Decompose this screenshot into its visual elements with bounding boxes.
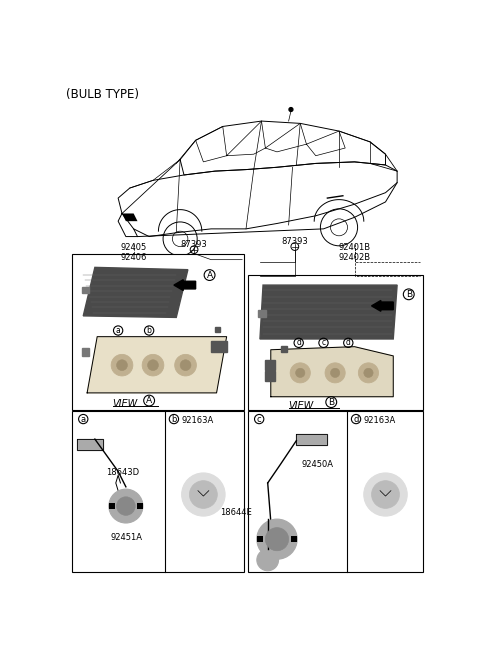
Polygon shape xyxy=(281,346,287,352)
Text: 18643D: 18643D xyxy=(107,468,140,476)
Polygon shape xyxy=(265,371,276,381)
Circle shape xyxy=(372,481,399,508)
Circle shape xyxy=(257,549,278,571)
Text: b: b xyxy=(171,415,177,424)
Text: B: B xyxy=(328,398,334,407)
Circle shape xyxy=(290,363,311,383)
Polygon shape xyxy=(291,536,297,543)
Polygon shape xyxy=(265,359,276,370)
Text: A: A xyxy=(146,396,152,405)
Text: 92163A: 92163A xyxy=(364,416,396,425)
Bar xyxy=(248,411,423,571)
Circle shape xyxy=(364,473,407,516)
Polygon shape xyxy=(77,439,103,450)
Polygon shape xyxy=(211,340,227,352)
Bar xyxy=(248,275,423,410)
Text: 92401B
92402B: 92401B 92402B xyxy=(338,243,371,262)
Text: c: c xyxy=(257,415,262,424)
Text: VIEW: VIEW xyxy=(288,401,314,411)
Bar xyxy=(72,411,244,571)
FancyArrow shape xyxy=(174,279,196,291)
Circle shape xyxy=(111,354,133,376)
Text: a: a xyxy=(81,415,86,424)
Polygon shape xyxy=(296,434,327,445)
Polygon shape xyxy=(215,327,220,332)
Text: a: a xyxy=(116,326,120,335)
Circle shape xyxy=(325,363,345,383)
Polygon shape xyxy=(82,287,89,293)
Circle shape xyxy=(142,354,164,376)
Text: A: A xyxy=(206,270,213,279)
Text: d: d xyxy=(296,338,301,347)
Circle shape xyxy=(109,489,143,523)
Text: 92163A: 92163A xyxy=(181,416,214,425)
Circle shape xyxy=(265,527,288,551)
Polygon shape xyxy=(260,285,397,339)
Text: VIEW: VIEW xyxy=(113,399,138,409)
Text: b: b xyxy=(147,326,152,335)
Text: 18644E: 18644E xyxy=(220,508,252,518)
Circle shape xyxy=(117,497,135,516)
Polygon shape xyxy=(82,348,89,356)
Circle shape xyxy=(180,359,191,371)
Text: 92450A: 92450A xyxy=(302,460,334,469)
Text: d: d xyxy=(346,338,351,347)
Text: 92405
92406: 92405 92406 xyxy=(120,243,147,262)
Text: 87393: 87393 xyxy=(281,237,308,245)
Circle shape xyxy=(296,368,305,377)
Text: 87393: 87393 xyxy=(180,240,207,249)
Polygon shape xyxy=(109,503,115,509)
Text: c: c xyxy=(322,338,325,347)
Polygon shape xyxy=(257,536,263,543)
Bar xyxy=(72,255,244,410)
Circle shape xyxy=(257,519,297,559)
Polygon shape xyxy=(83,268,188,318)
Text: B: B xyxy=(406,290,412,299)
Polygon shape xyxy=(87,337,227,393)
Text: d: d xyxy=(353,415,359,424)
Circle shape xyxy=(147,359,158,371)
Circle shape xyxy=(289,108,293,112)
Circle shape xyxy=(175,354,196,376)
Polygon shape xyxy=(271,346,393,397)
FancyArrow shape xyxy=(372,300,393,311)
Polygon shape xyxy=(122,213,137,221)
Circle shape xyxy=(181,473,225,516)
Text: (BULB TYPE): (BULB TYPE) xyxy=(66,88,139,101)
Circle shape xyxy=(117,359,127,371)
Circle shape xyxy=(359,363,379,383)
Polygon shape xyxy=(258,310,266,318)
Circle shape xyxy=(330,368,340,377)
Circle shape xyxy=(364,368,373,377)
Polygon shape xyxy=(137,503,143,509)
Circle shape xyxy=(190,481,217,508)
Text: 92451A: 92451A xyxy=(110,533,143,542)
